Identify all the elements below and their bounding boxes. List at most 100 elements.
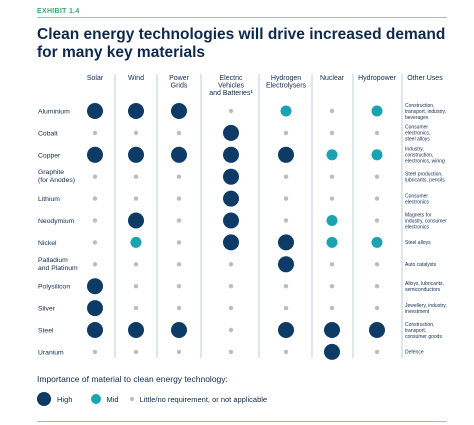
dot-little [176, 174, 182, 179]
column-header: Vehicles [218, 83, 245, 90]
dot-high [87, 103, 103, 119]
dot-mid [130, 236, 142, 248]
dot-high [278, 256, 294, 273]
other-uses-label: Consumer [405, 125, 428, 131]
dot-mid [371, 236, 383, 248]
dot-little [228, 284, 234, 289]
column-header: Hydropower [358, 75, 396, 82]
other-uses-label: Auto catalysts [405, 262, 437, 268]
other-uses-label: investment [405, 309, 430, 315]
material-label: Uranium [38, 349, 64, 356]
material-label: (for Anodes) [38, 177, 75, 184]
dot-mid [371, 149, 383, 161]
dot-little [228, 305, 234, 311]
dot-little [283, 174, 289, 179]
dot-little [374, 305, 380, 311]
dot-high [223, 212, 239, 229]
dot-high [87, 322, 103, 338]
dot-little [374, 196, 380, 201]
dot-little [92, 218, 98, 223]
material-label: and Platinum [38, 265, 78, 272]
dot-little [374, 130, 380, 136]
dot-little [283, 218, 289, 223]
dot-little [283, 196, 289, 201]
other-uses-label: Jewellery, industry, [405, 303, 447, 309]
dot-little [283, 130, 289, 136]
other-uses-label: consumer goods [405, 334, 442, 340]
dot-high [87, 278, 103, 295]
other-uses-label: steel alloys [405, 137, 430, 143]
dot-little [374, 284, 380, 289]
dot-little [92, 130, 98, 136]
dot-little [329, 174, 335, 179]
dot-little [228, 108, 234, 114]
dot-high [324, 322, 340, 338]
material-label: Steel [38, 328, 54, 335]
dot-little [283, 305, 289, 311]
other-uses-label: semiconductors [405, 287, 441, 293]
column-header: Grids [171, 83, 188, 90]
column-header: Hydrogen [271, 75, 301, 82]
dot-mid [326, 236, 338, 248]
dot-little [176, 262, 182, 267]
material-label: Aluminium [38, 109, 70, 116]
chart-title: Clean energy technologies will drive inc… [37, 26, 446, 61]
other-uses-label: beverages [405, 115, 429, 121]
dot-little [133, 349, 139, 355]
material-label: Copper [38, 152, 61, 159]
other-uses-label: Steel alloys [405, 240, 431, 246]
column-header: and Batteries¹ [209, 90, 253, 97]
other-uses-label: Defence [405, 350, 424, 356]
dot-little [176, 240, 182, 245]
dot-little [374, 349, 380, 355]
dot-high [171, 146, 187, 163]
dot-mid [326, 215, 338, 226]
other-uses-label: electronics, [405, 131, 430, 137]
dot-little [374, 218, 380, 223]
other-uses-label: Magnets for [405, 212, 432, 218]
other-uses-label: Steel production, [405, 172, 443, 178]
dot-high [171, 103, 187, 119]
other-uses-label: electronics [405, 199, 429, 205]
material-label: Nickel [38, 240, 57, 247]
other-uses-label: Construction, [405, 103, 434, 109]
column-header: Power [169, 75, 190, 82]
dot-little [283, 349, 289, 355]
column-header: Electrolysers [266, 83, 307, 90]
dot-little [329, 108, 335, 114]
dot-little [329, 305, 335, 311]
other-uses-label: industry, consumer [405, 218, 447, 224]
material-label: Silver [38, 306, 56, 313]
other-uses-label: Alloys, lubricants, [405, 281, 444, 287]
dot-mid [280, 105, 292, 117]
dot-little [92, 240, 98, 245]
dot-high [223, 234, 239, 251]
dot-little [133, 174, 139, 179]
dot-high [324, 343, 340, 360]
dot-high [128, 146, 144, 163]
dot-high [223, 124, 239, 141]
dot-little [329, 262, 335, 267]
dot-little [176, 349, 182, 355]
dot-little [133, 305, 139, 311]
other-uses-label: construction, [405, 153, 433, 159]
exhibit-divider [37, 17, 447, 18]
dot-little [374, 262, 380, 267]
exhibit-label: EXHIBIT 1.4 [37, 8, 80, 15]
material-label: Palladium [38, 257, 68, 264]
dot-high [171, 322, 187, 338]
dot-little [176, 218, 182, 223]
column-header: Wind [128, 75, 144, 82]
legend: High Mid Little/no requirement, or not a… [37, 391, 267, 407]
dot-mid [371, 105, 383, 117]
dot-little [92, 349, 98, 355]
dot-high [128, 103, 144, 119]
material-label: Cobalt [38, 130, 58, 137]
dot-little [176, 284, 182, 289]
column-header: Nuclear [320, 75, 345, 82]
dot-little [92, 174, 98, 179]
column-header: Other Uses [407, 75, 443, 82]
dot-little [329, 284, 335, 289]
dot-high [128, 322, 144, 338]
